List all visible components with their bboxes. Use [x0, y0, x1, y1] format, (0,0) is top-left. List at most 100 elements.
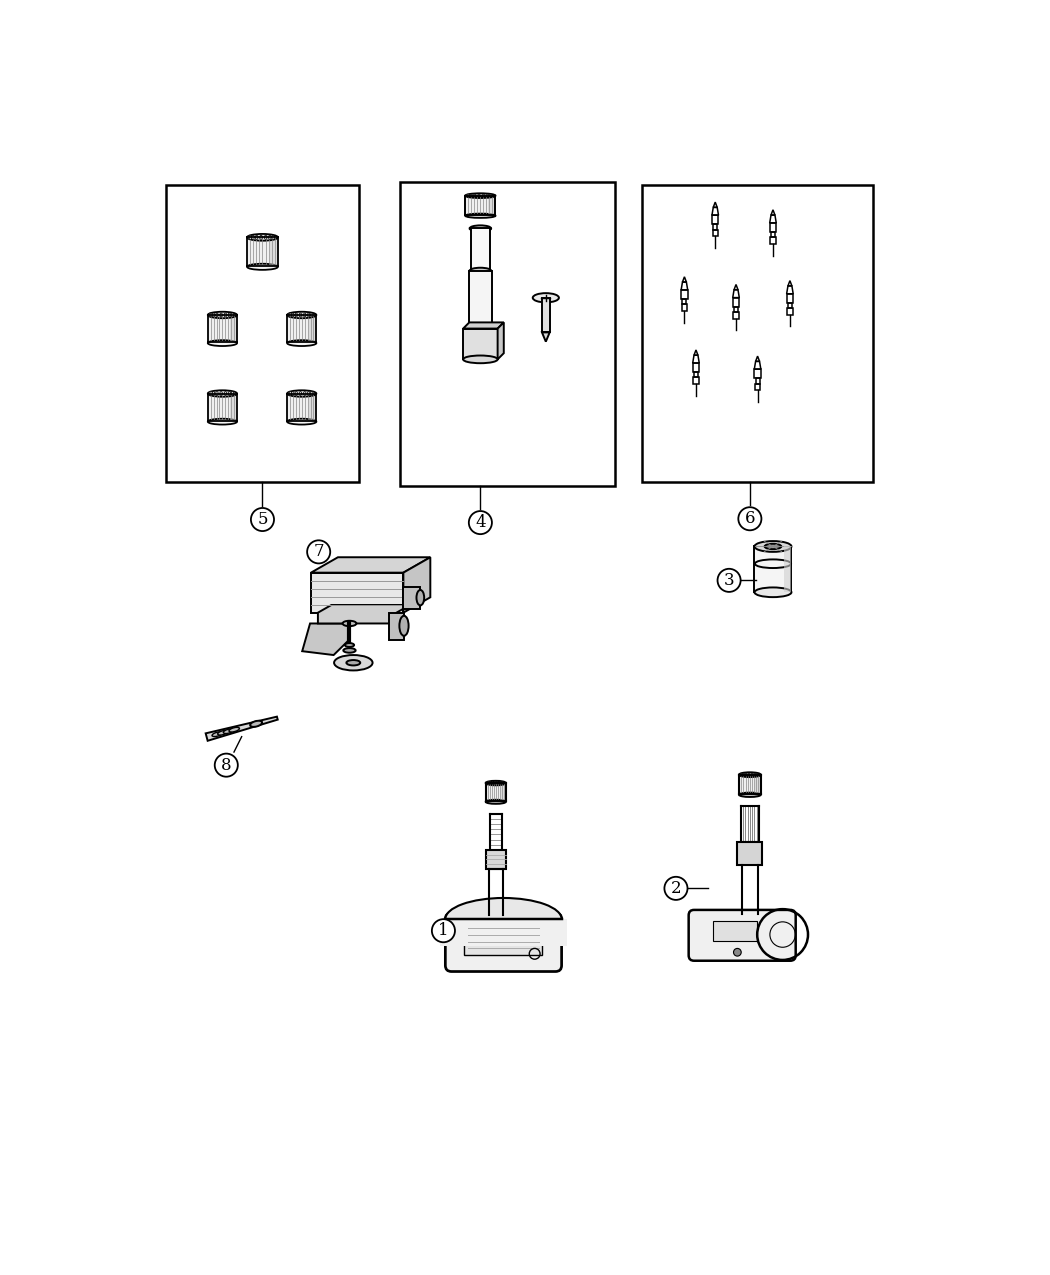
- Ellipse shape: [295, 314, 297, 317]
- FancyBboxPatch shape: [689, 910, 796, 961]
- Ellipse shape: [488, 782, 489, 784]
- Ellipse shape: [482, 194, 485, 198]
- Ellipse shape: [295, 391, 297, 395]
- Bar: [734, 307, 738, 312]
- Polygon shape: [463, 323, 504, 329]
- Bar: [693, 363, 699, 372]
- Polygon shape: [755, 547, 792, 593]
- Ellipse shape: [465, 194, 496, 198]
- Bar: [166, 185, 359, 482]
- Bar: [694, 372, 698, 377]
- Ellipse shape: [486, 780, 506, 785]
- Circle shape: [665, 877, 688, 900]
- Circle shape: [738, 507, 761, 530]
- Bar: [440, 919, 567, 946]
- Bar: [643, 185, 874, 482]
- Bar: [771, 232, 775, 237]
- Bar: [733, 312, 738, 319]
- Ellipse shape: [231, 391, 234, 395]
- Ellipse shape: [741, 774, 743, 776]
- Ellipse shape: [212, 314, 215, 317]
- Ellipse shape: [467, 194, 470, 198]
- Ellipse shape: [486, 194, 489, 198]
- Ellipse shape: [265, 236, 267, 240]
- Text: 4: 4: [475, 514, 486, 532]
- Ellipse shape: [532, 293, 559, 302]
- Ellipse shape: [311, 314, 313, 317]
- Ellipse shape: [259, 236, 262, 240]
- Polygon shape: [542, 333, 550, 342]
- Bar: [713, 224, 717, 229]
- Polygon shape: [498, 323, 504, 360]
- Ellipse shape: [746, 774, 747, 776]
- Bar: [788, 309, 793, 315]
- Ellipse shape: [287, 390, 316, 397]
- Ellipse shape: [210, 314, 212, 317]
- Ellipse shape: [208, 340, 237, 346]
- Ellipse shape: [228, 391, 231, 395]
- Ellipse shape: [215, 391, 218, 395]
- Ellipse shape: [417, 590, 424, 606]
- Text: 1: 1: [438, 922, 448, 940]
- Bar: [755, 384, 760, 390]
- Bar: [737, 843, 762, 866]
- Ellipse shape: [224, 314, 227, 317]
- Bar: [388, 613, 404, 640]
- Ellipse shape: [299, 391, 301, 395]
- Ellipse shape: [219, 314, 223, 317]
- Polygon shape: [302, 623, 350, 655]
- FancyBboxPatch shape: [445, 913, 562, 972]
- Polygon shape: [501, 783, 506, 801]
- Bar: [485, 850, 506, 870]
- Ellipse shape: [469, 194, 472, 198]
- Circle shape: [468, 511, 491, 534]
- Ellipse shape: [755, 588, 792, 597]
- Polygon shape: [230, 394, 237, 421]
- Polygon shape: [469, 270, 491, 329]
- Polygon shape: [309, 394, 316, 421]
- Bar: [788, 303, 792, 309]
- Text: 5: 5: [257, 511, 268, 528]
- Bar: [756, 379, 759, 384]
- Circle shape: [734, 949, 741, 956]
- Polygon shape: [287, 394, 316, 421]
- Text: 6: 6: [744, 510, 755, 528]
- Circle shape: [432, 919, 455, 942]
- Ellipse shape: [228, 314, 231, 317]
- Ellipse shape: [463, 356, 498, 363]
- Ellipse shape: [288, 314, 291, 317]
- Bar: [771, 237, 776, 244]
- Polygon shape: [230, 315, 237, 342]
- Ellipse shape: [764, 543, 781, 550]
- Bar: [542, 298, 550, 333]
- Polygon shape: [311, 557, 430, 572]
- Ellipse shape: [754, 774, 756, 776]
- Ellipse shape: [289, 391, 292, 395]
- Ellipse shape: [303, 314, 306, 317]
- Ellipse shape: [303, 391, 306, 395]
- Ellipse shape: [255, 236, 258, 240]
- Polygon shape: [463, 329, 498, 360]
- Bar: [399, 182, 615, 486]
- Bar: [713, 230, 718, 236]
- Ellipse shape: [209, 314, 211, 317]
- Ellipse shape: [344, 643, 354, 646]
- Ellipse shape: [489, 782, 491, 784]
- Polygon shape: [208, 394, 237, 421]
- Polygon shape: [311, 572, 403, 613]
- Ellipse shape: [311, 391, 313, 395]
- Ellipse shape: [308, 391, 310, 395]
- Ellipse shape: [208, 312, 237, 319]
- Ellipse shape: [212, 391, 215, 395]
- Polygon shape: [318, 606, 410, 623]
- Ellipse shape: [287, 418, 316, 425]
- Ellipse shape: [289, 314, 292, 317]
- Ellipse shape: [740, 774, 742, 776]
- Text: 8: 8: [220, 756, 232, 774]
- Ellipse shape: [742, 774, 744, 776]
- Ellipse shape: [269, 236, 271, 240]
- Ellipse shape: [252, 236, 254, 240]
- Bar: [712, 215, 718, 224]
- Ellipse shape: [739, 793, 760, 797]
- Polygon shape: [486, 783, 506, 801]
